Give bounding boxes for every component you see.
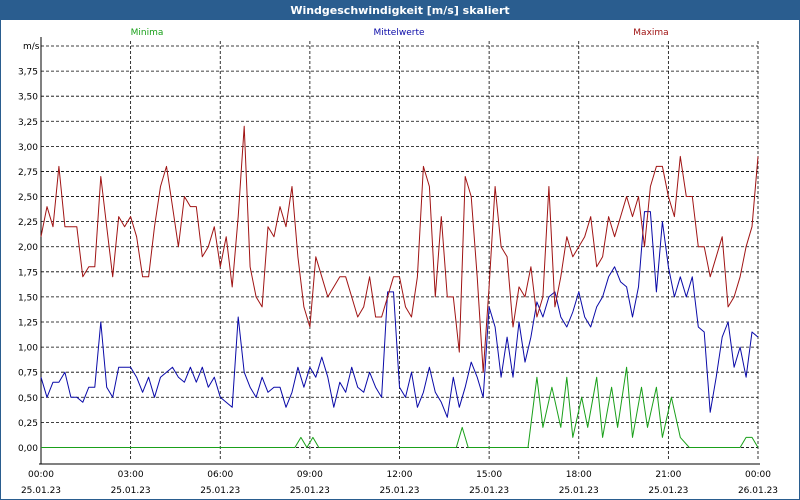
y-tick-label: 2,25 [18,218,38,228]
x-tick-date: 25.01.23 [200,486,240,496]
x-tick-time: 12:00 [387,470,413,480]
legend-entry-minima: Minima [131,28,164,38]
y-tick-label: 3,00 [18,143,38,153]
x-tick-date: 25.01.23 [111,486,151,496]
series-line-maxima [40,125,759,373]
x-tick-date: 25.01.23 [290,486,330,496]
axes: 0,00 0,25 0,50 0,75 1,00 1,25 1,50 1,75 2,00 2,25… [18,37,778,496]
series-lines [40,125,759,448]
series-line-mittelwerte [40,211,759,418]
x-tick-time: 03:00 [118,470,144,480]
x-tick-time: 18:00 [566,470,592,480]
x-tick-time: 09:00 [297,470,323,480]
x-tick-date: 25.01.23 [21,486,61,496]
legend-entry-maxima: Maxima [633,28,668,38]
x-tick-date: 25.01.23 [379,486,419,496]
window-title: Windgeschwindigkeit [m/s] skaliert [1,1,799,20]
y-tick-label: 0,50 [18,394,38,404]
x-tick-date: 25.01.23 [559,486,599,496]
y-tick-label: 0,75 [18,369,38,379]
y-tick-label: 2,75 [18,168,38,178]
x-tick-time: 21:00 [655,470,681,480]
x-tick-date: 26.01.23 [738,486,778,496]
x-tick-time: 06:00 [207,470,233,480]
y-tick-label: 1,50 [18,293,38,303]
legend-entry-mittelwerte: Mittelwerte [373,28,424,38]
y-tick-label: 1,25 [18,319,38,329]
grid [40,41,759,460]
y-tick-label: 0,00 [18,444,38,454]
series-line-minima [41,366,759,448]
y-tick-label: 2,50 [18,193,38,203]
y-tick-label: 1,75 [18,268,38,278]
y-tick-label: 3,75 [18,68,38,78]
x-tick-time: 00:00 [28,470,54,480]
x-tick-time: 00:00 [745,470,771,480]
y-tick-label: 0,25 [18,419,38,429]
x-tick-date: 25.01.23 [648,486,688,496]
y-tick-label: 3,50 [18,93,38,103]
y-tick-label: 1,00 [18,344,38,354]
y-axis-label: m/s [23,42,40,52]
y-tick-label: 2,00 [18,243,38,253]
y-tick-label: 3,25 [18,118,38,128]
legend: Minima Mittelwerte Maxima [131,28,669,38]
x-tick-date: 25.01.23 [469,486,509,496]
x-tick-time: 15:00 [476,470,502,480]
